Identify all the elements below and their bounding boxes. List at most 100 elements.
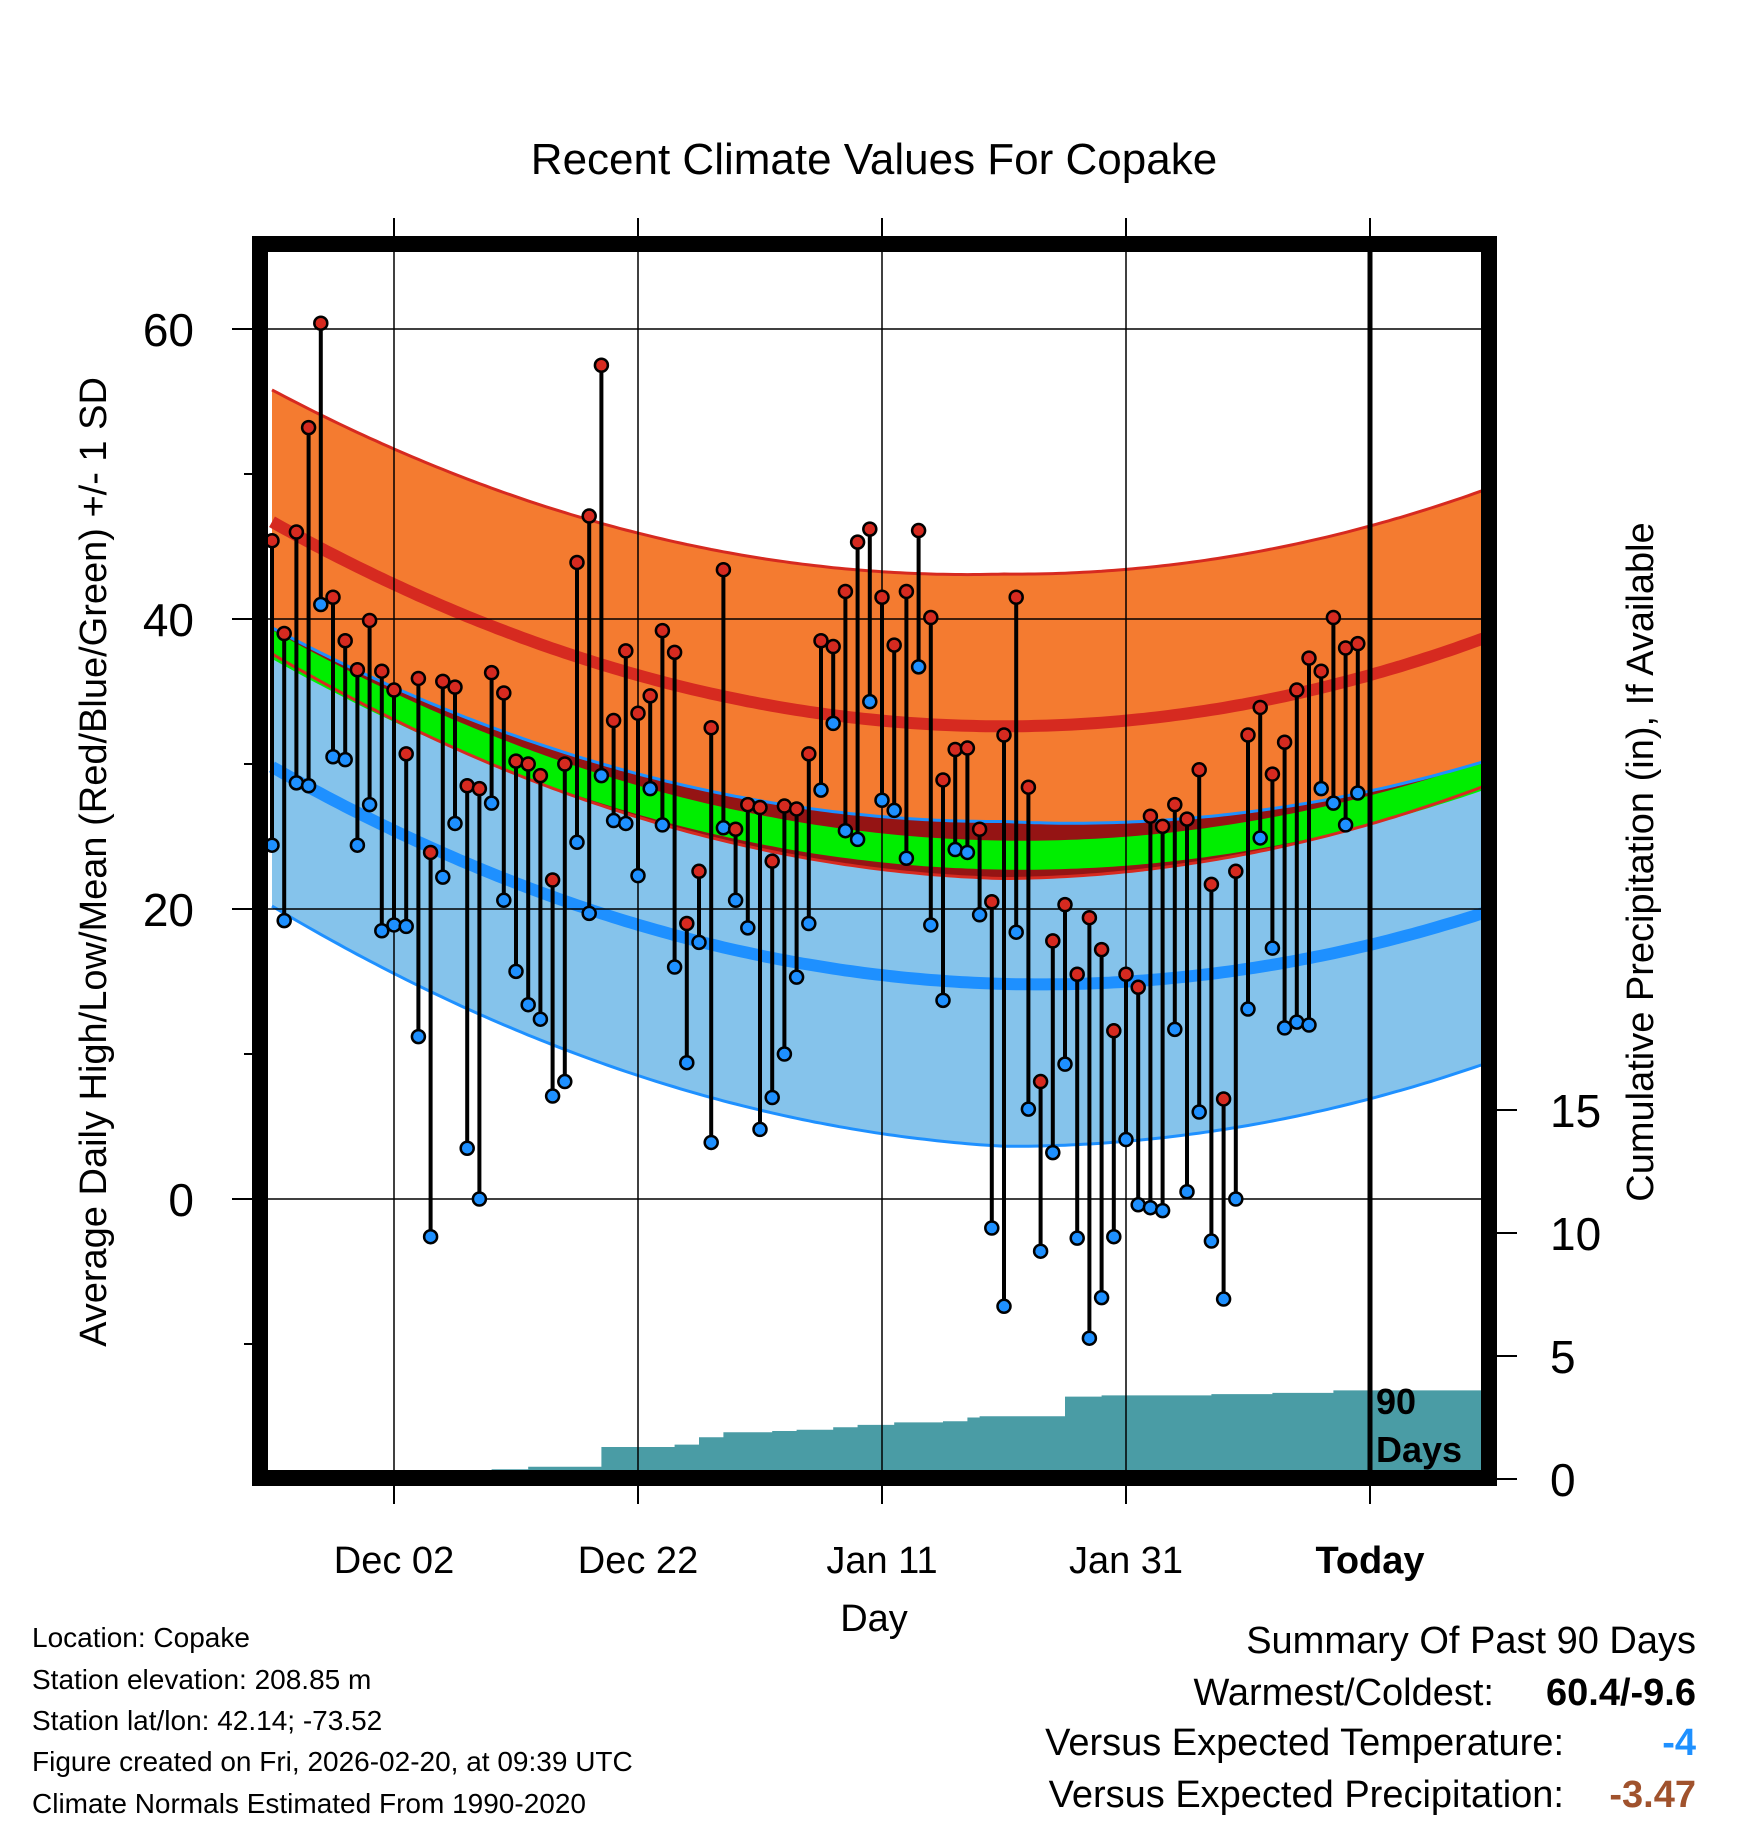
daily-high-point [374,663,390,679]
y2-tick-label: 15 [1550,1085,1601,1137]
daily-low-point [435,869,451,885]
daily-high-point [1106,1023,1122,1039]
daily-high-point [813,633,829,649]
daily-high-point [386,682,402,698]
daily-low-point [1069,1230,1085,1246]
footer-normals: Climate Normals Estimated From 1990-2020 [32,1788,586,1819]
daily-high-point [605,712,622,729]
daily-high-point [947,741,963,758]
daily-high-point [1142,808,1159,824]
daily-high-point [1276,734,1293,750]
plot-area: 90 Days 60 40 20 0 15 10 5 0 Dec 02 Dec 22 Jan 11 Jan… [143,218,1601,1582]
y2-axis-label: Cumulative Precipitation (in), If Availa… [1620,522,1662,1201]
daily-high-point [313,315,329,331]
high-lower-edge [271,652,1489,880]
daily-low-point [935,992,951,1009]
daily-low-point [447,815,463,832]
daily-high-point [849,534,866,550]
daily-low-point [910,659,927,675]
daily-high-point [923,609,939,626]
daily-low-point [837,822,854,839]
daily-high-point [349,662,366,678]
daily-high-point [1215,1091,1232,1107]
daily-high-point [1289,682,1305,698]
daily-low-point [557,1073,573,1090]
daily-low-point [1106,1228,1122,1245]
daily-high-point [910,522,927,539]
daily-high-point [1167,796,1183,813]
daily-low-point [740,920,756,936]
summary-warmest-value: 60.4/-9.6 [1546,1672,1696,1714]
daily-low-point [898,850,915,866]
daily-high-point [1081,909,1098,926]
daily-high-point [593,357,610,373]
daily-high-point [642,688,658,704]
daily-high-point [276,625,292,642]
daily-high-point [654,622,671,639]
daily-high-point [410,670,427,687]
daily-low-point [544,1088,561,1104]
daily-high-point [447,679,463,695]
daily-low-point [996,1298,1012,1315]
daily-high-point [862,521,878,537]
footer-location: Location: Copake [32,1622,250,1653]
daily-low-point [1203,1233,1220,1249]
daily-high-point [1093,941,1110,958]
daily-high-point [459,778,475,794]
daily-low-point [1179,1184,1195,1200]
summary-temp-value: -4 [1662,1722,1696,1764]
daily-low-point [703,1134,719,1151]
daily-low-point [471,1191,488,1207]
y2-tick-label: 10 [1550,1208,1601,1260]
daily-high-point [630,705,646,721]
daily-high-point [569,554,585,571]
daily-low-point [1118,1131,1134,1148]
daily-high-point [935,772,951,788]
daily-high-point [1032,1073,1049,1090]
daily-low-point [398,918,414,935]
daily-low-point [801,915,817,932]
daily-high-point [874,589,890,605]
daily-low-point [1057,1056,1073,1072]
daily-low-point [1276,1020,1293,1036]
daily-low-point [752,1121,768,1138]
daily-high-point [1191,762,1207,778]
daily-low-point [276,912,292,929]
daily-low-point [666,959,683,975]
daily-high-point [1240,727,1256,743]
daily-low-point [496,892,512,909]
daily-high-point [508,753,524,769]
daily-low-point [618,815,634,832]
daily-high-point [496,685,512,701]
daily-low-point [1350,785,1366,801]
daily-low-point [874,792,890,808]
daily-high-point [1154,818,1171,835]
period-label-days: Days [1376,1429,1462,1470]
footer-latlon: Station lat/lon: 42.14; -73.52 [32,1705,383,1736]
daily-low-point [361,796,378,813]
plot-frame [252,236,1497,1486]
daily-high-point [996,727,1012,743]
daily-high-point [300,419,317,436]
daily-low-point [1228,1191,1244,1207]
daily-high-point [691,863,707,880]
daily-low-point [386,917,402,933]
plot-inner: 90 Days [260,244,1489,1478]
daily-high-point [801,746,817,762]
daily-low-point [337,751,353,768]
daily-high-point [1252,699,1268,716]
summary-title: Summary Of Past 90 Days [1246,1620,1696,1662]
daily-low-point [313,596,329,613]
daily-low-point [1313,780,1329,797]
x-tick-label: Today [1315,1540,1424,1582]
daily-high-point [471,780,488,797]
daily-high-point [520,756,536,772]
daily-high-point [435,673,451,690]
precip-area [394,1390,1489,1478]
daily-high-point [1008,589,1024,605]
daily-low-point [508,963,524,980]
daily-low-point [605,812,622,829]
daily-low-point [727,892,744,909]
daily-high-point [1313,663,1329,679]
daily-low-point [1142,1199,1159,1216]
